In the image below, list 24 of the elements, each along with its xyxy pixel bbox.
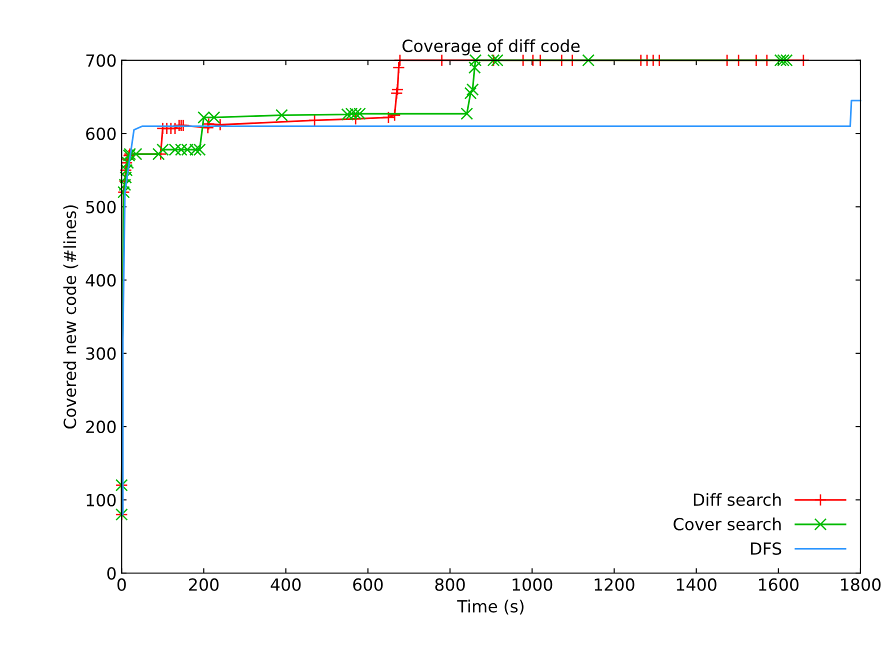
chart-title: Coverage of diff code — [402, 39, 580, 56]
x-tick-label: 1200 — [594, 578, 634, 591]
x-tick-label: 1600 — [759, 578, 798, 591]
legend-label: Cover search — [674, 518, 781, 530]
y-tick-label: 700 — [86, 54, 116, 67]
legend-label: DFS — [751, 542, 782, 555]
y-tick-label: 0 — [107, 567, 116, 580]
x-tick-label: 1400 — [676, 578, 716, 591]
x-tick-label: 200 — [189, 578, 219, 591]
x-tick-label: 1800 — [841, 578, 881, 591]
y-tick-label: 300 — [86, 347, 116, 360]
y-tick-label: 400 — [86, 274, 116, 287]
x-tick-label: 600 — [353, 578, 383, 591]
x-axis-title: Time (s) — [457, 600, 524, 615]
y-tick-label: 200 — [86, 420, 116, 434]
y-tick-label: 500 — [86, 200, 116, 214]
legend-label: Diff search — [694, 493, 781, 506]
y-axis-title: Covered new code (#lines) — [63, 205, 78, 429]
x-tick-label: 0 — [117, 578, 126, 591]
x-tick-label: 1000 — [512, 578, 552, 591]
x-tick-label: 800 — [435, 578, 465, 591]
y-tick-label: 600 — [86, 127, 116, 140]
x-tick-label: 400 — [270, 578, 301, 591]
y-tick-label: 100 — [86, 494, 116, 506]
